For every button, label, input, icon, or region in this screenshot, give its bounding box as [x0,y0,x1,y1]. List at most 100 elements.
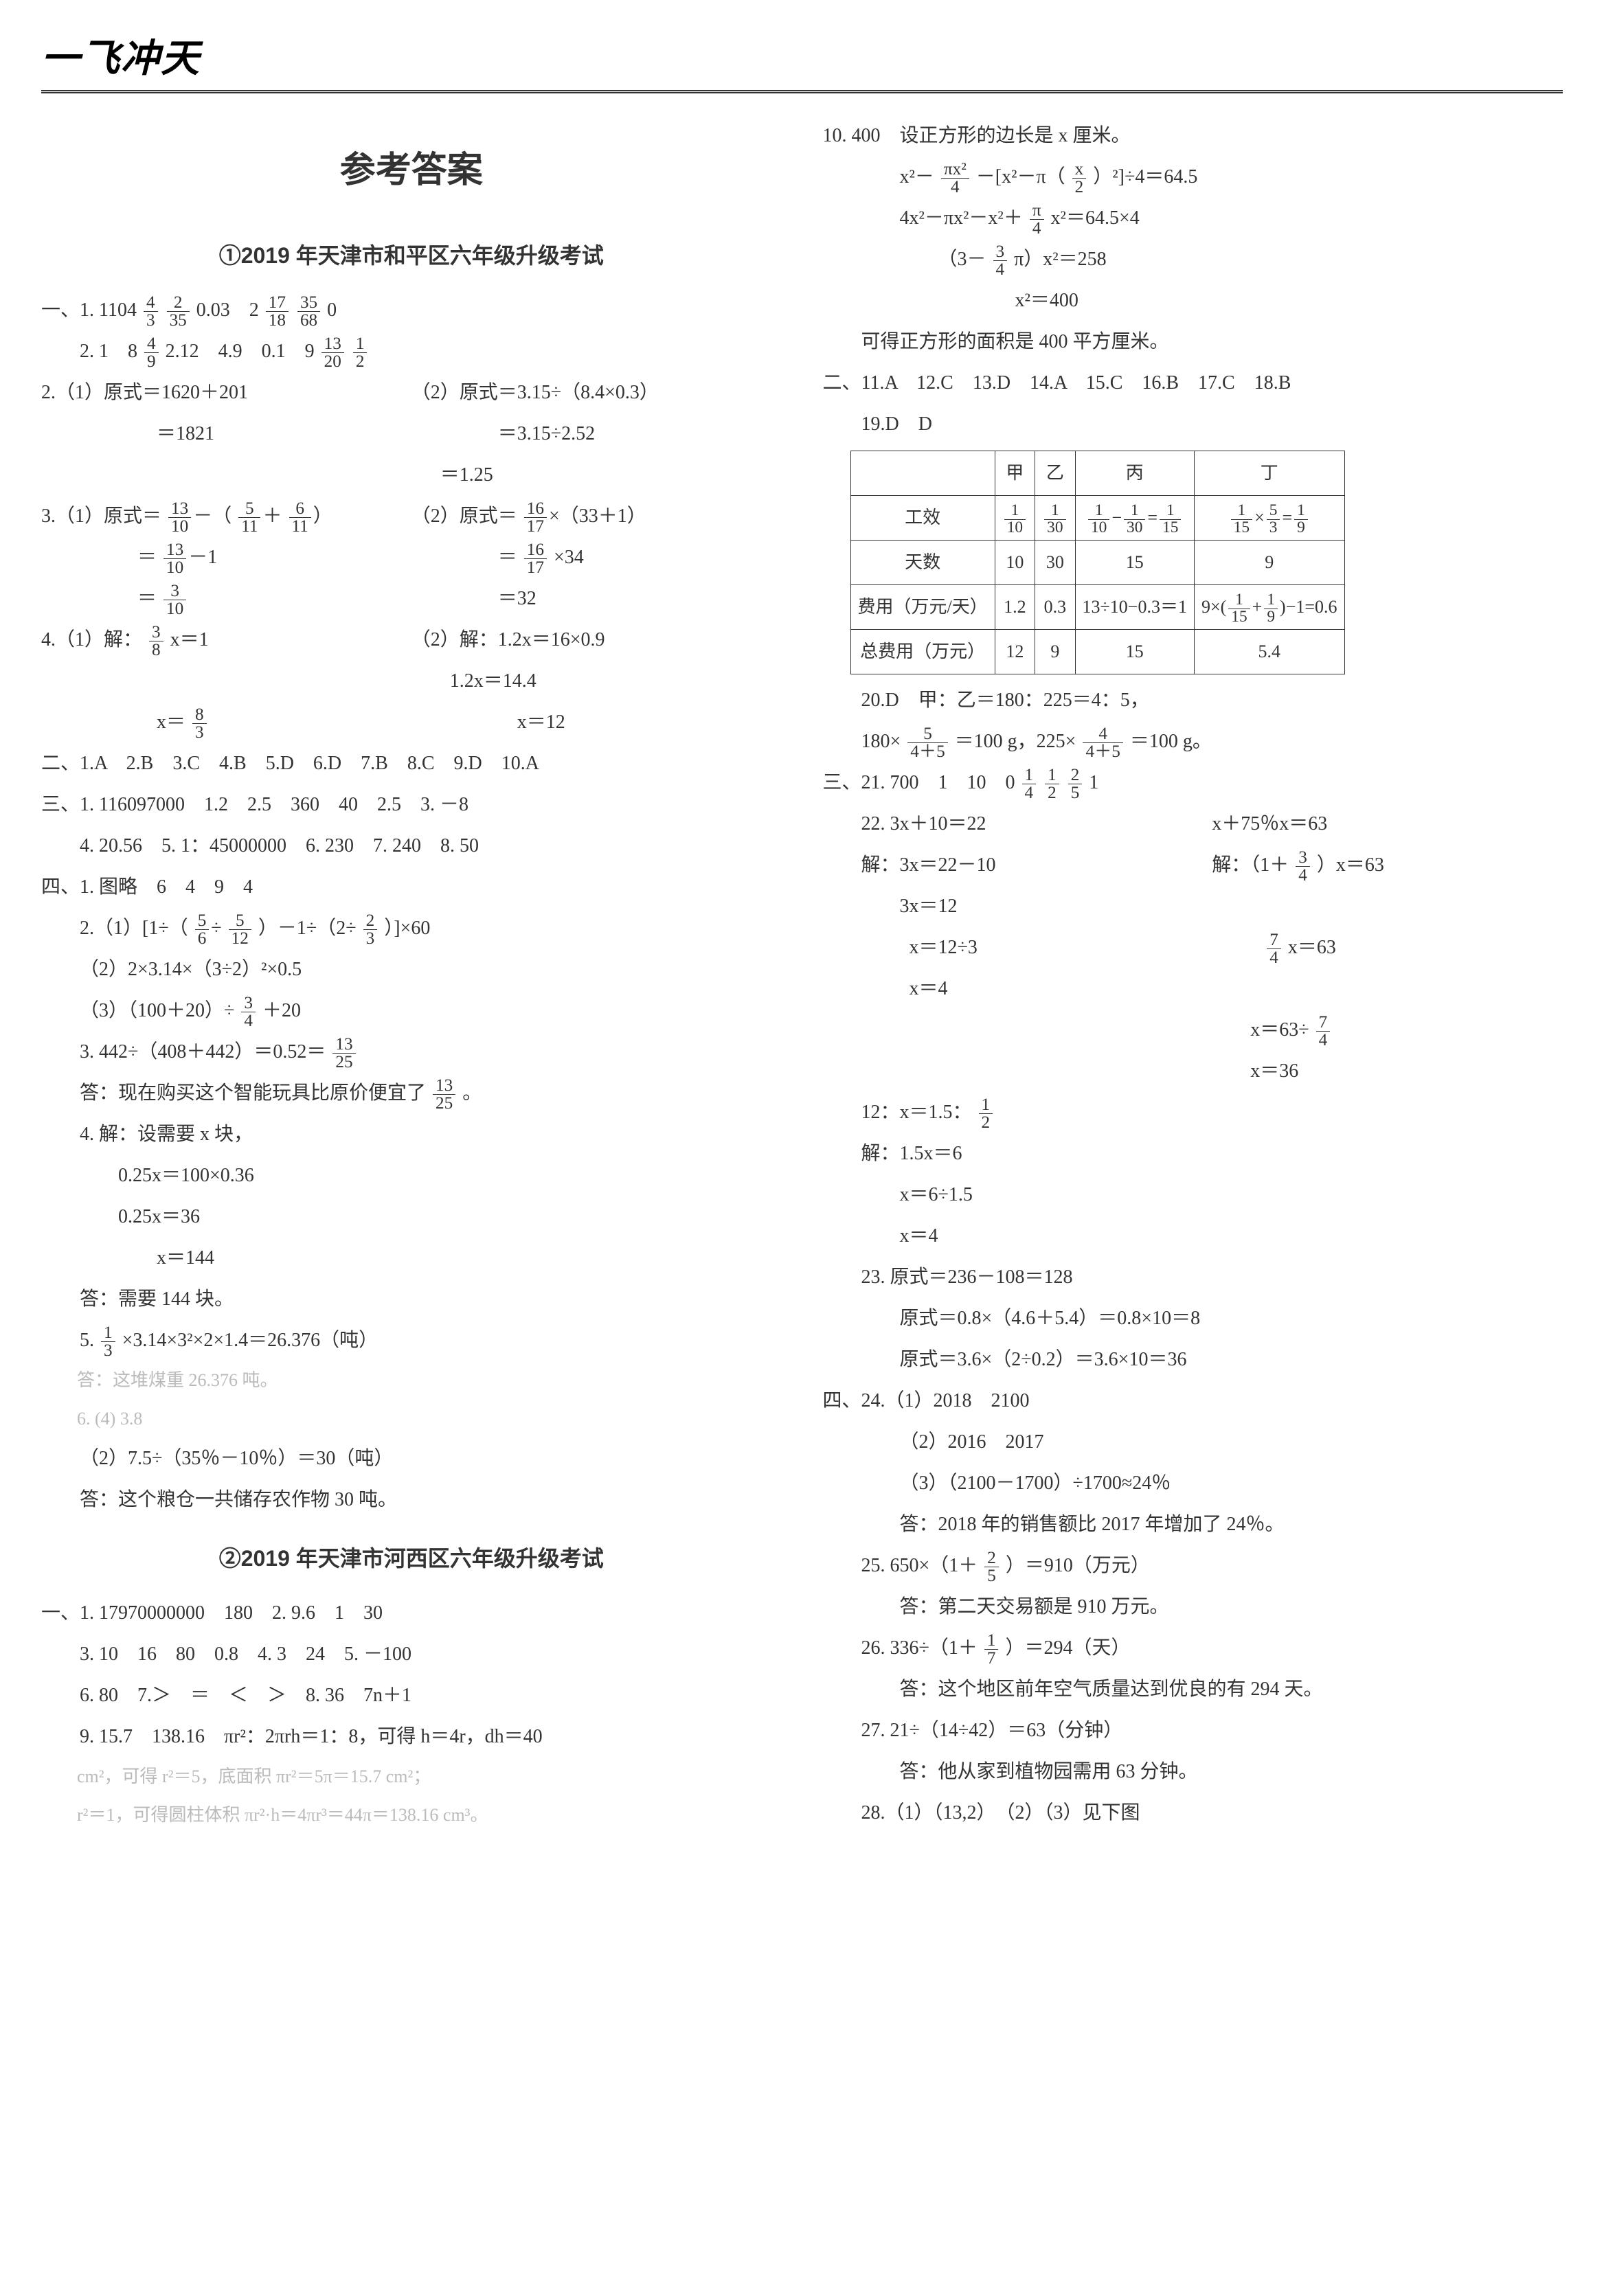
text: π）x²＝258 [1014,249,1107,270]
answer-line: 2. 1 8 49 2.12 4.9 0.1 9 1320 12 [41,332,782,371]
text: 解：3x＝22－10 [861,846,1212,885]
table-cell: 110−130=115 [1075,496,1194,541]
answer-line: 3. 442÷（408＋442）＝0.52＝ 1325 [41,1033,782,1071]
text: x＝ [157,712,185,733]
fraction: 54＋5 [907,725,947,760]
fraction: 1617 [524,541,547,576]
fraction: 17 [984,1632,999,1667]
answer-line: 答：2018 年的销售额比 2017 年增加了 24％。 [823,1505,1563,1544]
fraction: 25 [984,1549,999,1584]
answer-line: （3－ 34 π）x²＝258 [823,240,1563,279]
answer-line: 答：这堆煤重 26.376 吨。 [41,1363,782,1398]
fraction: 3568 [297,294,320,329]
answer-line: ＝ 310 ＝32 [41,580,782,618]
table-header: 乙 [1035,451,1075,496]
text: x²＝64.5×4 [1051,207,1140,229]
right-column: 10. 400 设正方形的边长是 x 厘米。 x²－ πx²4 －[x²－π（ … [823,114,1563,1836]
text: 3. 442÷（408＋442）＝0.52＝ [80,1041,326,1062]
text: ）x＝63 [1317,854,1384,876]
answer-line: 答：这个粮仓一共储存农作物 30 吨。 [41,1481,782,1519]
answer-line: 三、21. 700 1 10 0 14 12 25 1 [823,764,1563,802]
answer-line: 22. 3x＋10＝22 x＋75％x＝63 [823,805,1563,843]
answer-line: 可得正方形的面积是 400 平方厘米。 [823,323,1563,361]
answer-line: x²＝400 [823,282,1563,320]
brand-logo: 一飞冲天 [41,27,1563,83]
fraction: 25 [1068,766,1083,802]
text: x＝12÷3 [861,929,1208,967]
answer-line: 1.2x＝14.4 [41,662,782,701]
text: 答：现在购买这个智能玩具比原价便宜了 [80,1082,426,1104]
text: 一、1. 1104 [41,299,137,321]
table-cell: 130 [1035,496,1075,541]
text: ＝1.25 [383,456,782,495]
fraction: 1310 [168,500,191,535]
text: 25. 650×（1＋ [861,1555,978,1576]
answer-line: （2）2016 2017 [823,1423,1563,1462]
answer-line: 0.25x＝36 [41,1198,782,1236]
table-cell: 天数 [850,541,995,585]
text: ）＝910（万元） [1006,1555,1150,1576]
answer-line: ＝ 1310－1 ＝ 1617 ×34 [41,538,782,577]
fraction: 34 [241,994,256,1030]
answer-line: x＝12÷3 74 x＝63 [823,929,1563,967]
answer-line: 原式＝0.8×（4.6＋5.4）＝0.8×10＝8 [823,1299,1563,1338]
fraction: 83 [192,706,207,741]
header-divider [41,90,1563,93]
table-cell: 13÷10−0.3＝1 [1075,585,1194,630]
answer-line: 19.D D [823,405,1563,444]
answer-line: 答：需要 144 块。 [41,1280,782,1319]
table-header: 丙 [1075,451,1194,496]
text: 3x＝12 [861,887,1232,926]
answer-line: 6. (4) 3.8 [41,1401,782,1437]
fraction: 14 [1022,766,1037,802]
text: （3－ [938,249,986,270]
left-column: 参考答案 ①2019 年天津市和平区六年级升级考试 一、1. 1104 43 2… [41,114,782,1836]
answer-line: 解：3x＝22－10 解：（1＋ 34 ）x＝63 [823,846,1563,885]
fraction: 44＋5 [1083,725,1122,760]
text: 2. 1 8 [80,341,137,362]
answer-line: 4. 解：设需要 x 块， [41,1115,782,1154]
table-cell: 1.2 [995,585,1035,630]
text: ）²]÷4＝64.5 [1093,166,1197,187]
answer-line: x＝ 83 x＝12 [41,703,782,742]
answer-line: 答：现在购买这个智能玩具比原价便宜了 1325 。 [41,1074,782,1113]
text: ×34 [554,547,584,568]
text: 12：x＝1.5： [861,1102,972,1123]
fraction: 1718 [266,294,289,329]
answer-line: 26. 336÷（1＋ 17 ）＝294（天） [823,1629,1563,1668]
text: ＋20 [262,1000,301,1021]
table-row: 甲 乙 丙 丁 [850,451,1344,496]
answer-line: 9. 15.7 138.16 πr²：2πrh＝1：8，可得 h＝4r，dh＝4… [41,1718,782,1756]
answer-line: cm²，可得 r²＝5，底面积 πr²＝5π＝15.7 cm²； [41,1759,782,1795]
fraction: 235 [167,294,190,329]
text: ）]×60 [384,918,430,939]
answer-line: 0.25x＝100×0.36 [41,1157,782,1195]
text: ＝3.15÷2.52 [440,415,782,453]
answer-line: x＝4 [823,1217,1563,1255]
text: 三、21. 700 1 10 0 [823,772,1015,793]
answer-line: 28.（1）（13,2） （2）（3）见下图 [823,1794,1563,1832]
answer-line: 答：他从家到植物园需用 63 分钟。 [823,1753,1563,1791]
answer-line: x＝63÷ 74 [823,1011,1563,1049]
fraction: πx²4 [941,161,969,196]
text: （2）解：1.2x＝16×0.9 [411,621,782,659]
table-cell: 15 [1075,630,1194,674]
answer-line: 四、1. 图略 6 4 9 4 [41,868,782,907]
text: 4.（1）解： [41,629,142,650]
fraction: 310 [163,582,186,617]
table-row: 总费用（万元） 12 9 15 5.4 [850,630,1344,674]
answer-line: 一、1. 17970000000 180 2. 9.6 1 30 [41,1594,782,1633]
text: 2.（1）[1÷（ [80,918,188,939]
table-header: 丁 [1194,451,1344,496]
text: 4x²－πx²－x²＋ [900,207,1023,229]
fraction: 511 [238,500,260,535]
fraction: 1325 [332,1036,355,1071]
content-columns: 参考答案 ①2019 年天津市和平区六年级升级考试 一、1. 1104 43 2… [41,114,1563,1836]
answer-line: 三、1. 116097000 1.2 2.5 360 40 2.5 3. －8 [41,786,782,824]
table-cell: 9 [1194,541,1344,585]
answer-line: 4. 20.56 5. 1：45000000 6. 230 7. 240 8. … [41,827,782,865]
answer-line: 二、11.A 12.C 13.D 14.A 15.C 16.B 17.C 18.… [823,364,1563,402]
text: x＝36 [1173,1052,1563,1091]
text: （3）（100＋20）÷ [80,1000,234,1021]
fraction: 12 [979,1096,993,1131]
